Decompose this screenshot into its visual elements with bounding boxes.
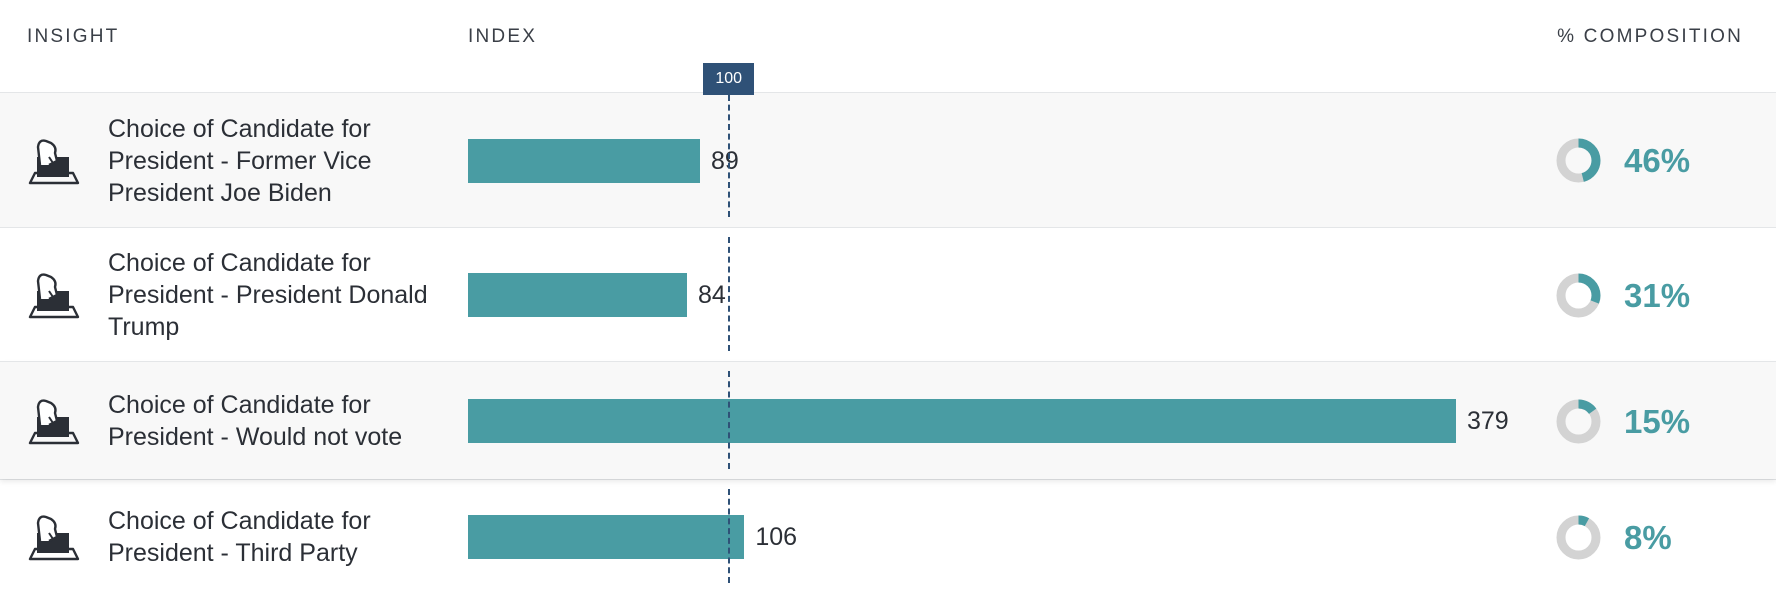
insight-label: Choice of Candidate for President - Woul… (108, 391, 403, 451)
index-column-header: INDEX (468, 26, 538, 47)
table-row[interactable]: Choice of Candidate for President - Form… (0, 92, 1776, 227)
ballot-box-icon (27, 511, 81, 563)
composition-percent: 46% (1624, 142, 1691, 179)
ballot-box-icon (27, 269, 81, 321)
composition-percent: 31% (1624, 276, 1691, 314)
reference-line-segment (727, 95, 730, 217)
reference-line-segment (727, 237, 730, 351)
composition-donut (1555, 398, 1602, 445)
table-row[interactable]: Choice of Candidate for President - Pres… (0, 227, 1776, 361)
index-value-label: 89 (711, 146, 739, 175)
table-row[interactable]: Choice of Candidate for President - Thir… (0, 479, 1776, 593)
index-value-label: 84 (697, 281, 726, 309)
index-bar (468, 138, 700, 183)
index-value-label: 379 (1467, 407, 1509, 435)
table-row[interactable]: Choice of Candidate for President - Woul… (0, 361, 1776, 479)
composition-percent: 15% (1624, 402, 1691, 440)
reference-value-badge: 100 (703, 63, 755, 95)
composition-percent: 8% (1624, 518, 1672, 556)
index-bar (468, 515, 745, 559)
index-value-label: 106 (755, 523, 798, 551)
insight-label: Choice of Candidate for President - Pres… (108, 249, 428, 341)
composition-donut (1555, 137, 1602, 184)
ballot-box-icon (27, 395, 81, 447)
index-bar (468, 273, 687, 317)
table-header: INSIGHT INDEX % COMPOSITION (0, 0, 1776, 92)
ballot-box-icon (27, 135, 81, 187)
index-bar (468, 399, 1456, 443)
insight-label: Choice of Candidate for President - Form… (108, 114, 372, 207)
composition-column-header: % COMPOSITION (1557, 26, 1743, 47)
reference-line-segment (727, 371, 730, 469)
insight-column-header: INSIGHT (27, 26, 120, 47)
composition-donut (1555, 514, 1602, 561)
composition-donut (1555, 272, 1602, 319)
reference-line-segment (727, 489, 730, 583)
insight-label: Choice of Candidate for President - Thir… (108, 507, 371, 567)
